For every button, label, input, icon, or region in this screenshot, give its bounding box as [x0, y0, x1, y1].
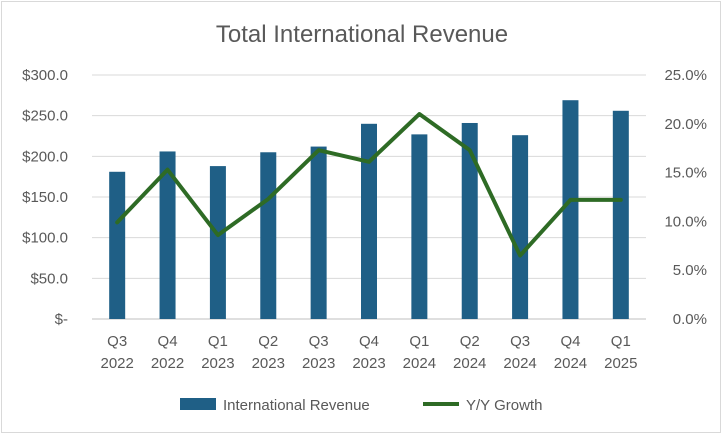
revenue-bar	[260, 152, 277, 319]
x-tick-year: 2024	[503, 355, 536, 372]
legend-revenue-swatch	[180, 398, 216, 410]
revenue-bar	[562, 100, 579, 319]
growth-point	[217, 234, 219, 236]
chart-title: Total International Revenue	[216, 21, 508, 48]
growth-point	[469, 149, 471, 151]
right-tick-label: 5.0%	[673, 262, 707, 279]
legend-revenue-label: International Revenue	[223, 397, 370, 414]
revenue-bar	[310, 146, 327, 319]
x-tick-quarter: Q3	[510, 333, 530, 350]
x-tick-year: 2024	[403, 355, 436, 372]
growth-point	[569, 199, 571, 201]
growth-point	[519, 255, 521, 257]
x-tick-year: 2023	[352, 355, 385, 372]
left-tick-label: $-	[55, 311, 68, 328]
revenue-bar	[612, 110, 629, 319]
left-tick-label: $100.0	[22, 230, 68, 247]
left-tick-label: $300.0	[22, 67, 68, 84]
x-tick-year: 2024	[554, 355, 587, 372]
revenue-bar	[512, 135, 529, 319]
left-tick-label: $200.0	[22, 148, 68, 165]
x-tick-quarter: Q1	[208, 333, 228, 350]
revenue-bars	[109, 100, 629, 319]
right-tick-label: 10.0%	[664, 213, 707, 230]
x-tick-year: 2022	[100, 355, 133, 372]
x-axis-labels: Q3 2022 Q4 2022 Q1 2023 Q2 2023 Q3 2023 Q4 2023 Q1 20…	[100, 333, 637, 372]
x-tick-quarter: Q3	[107, 333, 127, 350]
x-tick-year: 2023	[201, 355, 234, 372]
x-tick-quarter: Q3	[309, 333, 329, 350]
revenue-bar	[361, 123, 377, 319]
growth-point	[167, 169, 169, 171]
left-tick-label: $250.0	[22, 108, 68, 125]
growth-point	[418, 113, 420, 115]
right-tick-label: 15.0%	[664, 165, 707, 182]
growth-point	[267, 198, 269, 200]
left-axis-ticks: $- $50.0 $100.0 $150.0 $200.0 $250.0 $300.0	[22, 67, 68, 328]
legend-growth-label: Y/Y Growth	[466, 397, 542, 414]
revenue-bar	[209, 166, 226, 319]
x-tick-year: 2024	[453, 355, 486, 372]
right-axis-ticks: 0.0% 5.0% 10.0% 15.0% 20.0% 25.0%	[664, 67, 707, 328]
right-tick-label: 25.0%	[664, 67, 707, 84]
revenue-bar	[159, 151, 176, 319]
left-tick-label: $50.0	[30, 270, 68, 287]
growth-point	[368, 161, 370, 163]
growth-line	[115, 112, 623, 258]
x-tick-quarter: Q4	[560, 333, 580, 350]
x-tick-year: 2023	[252, 355, 285, 372]
growth-point	[318, 149, 320, 151]
growth-point	[620, 199, 622, 201]
left-tick-label: $150.0	[22, 189, 68, 206]
legend: International Revenue Y/Y Growth	[180, 397, 542, 414]
growth-point	[116, 221, 118, 223]
right-tick-label: 0.0%	[673, 311, 707, 328]
x-tick-year: 2025	[604, 355, 637, 372]
x-tick-quarter: Q1	[409, 333, 429, 350]
revenue-bar	[461, 122, 478, 319]
revenue-bar	[109, 171, 126, 319]
x-tick-year: 2023	[302, 355, 335, 372]
right-tick-label: 20.0%	[664, 116, 707, 133]
x-tick-quarter: Q2	[258, 333, 278, 350]
revenue-bar	[411, 134, 428, 319]
x-tick-quarter: Q4	[158, 333, 178, 350]
x-tick-year: 2022	[151, 355, 184, 372]
x-tick-quarter: Q2	[460, 333, 480, 350]
x-tick-quarter: Q4	[359, 333, 379, 350]
x-tick-quarter: Q1	[611, 333, 631, 350]
